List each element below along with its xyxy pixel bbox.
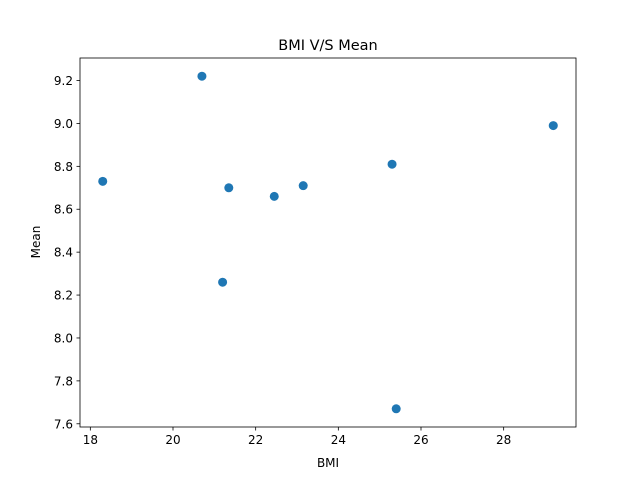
plot-area-border	[79, 57, 577, 428]
data-point	[391, 404, 401, 414]
x-tick-label: 18	[83, 433, 98, 447]
x-tick-label: 24	[331, 433, 346, 447]
x-tick-label: 28	[496, 433, 511, 447]
data-point	[387, 159, 397, 169]
y-tick-label: 8.4	[54, 246, 73, 260]
y-tick-label: 9.0	[54, 117, 73, 131]
x-tick-label: 26	[413, 433, 428, 447]
x-axis-label: BMI	[317, 456, 339, 470]
y-tick-label: 7.6	[54, 417, 73, 431]
y-tick-label: 8.0	[54, 331, 73, 345]
data-point	[269, 191, 279, 201]
y-tick-label: 8.2	[54, 289, 73, 303]
data-point	[218, 277, 228, 287]
x-tick-label: 22	[248, 433, 263, 447]
x-tick-label: 20	[165, 433, 180, 447]
y-tick-label: 9.2	[54, 74, 73, 88]
data-point	[224, 183, 234, 193]
y-tick-label: 8.8	[54, 160, 73, 174]
y-tick-label: 7.8	[54, 374, 73, 388]
data-point	[197, 71, 207, 81]
y-axis-ticks: 7.6 7.8 8.0 8.2 8.4 8.6 8.8 9.0 9.2	[54, 74, 80, 431]
data-points	[98, 71, 558, 414]
y-axis-label: Mean	[29, 226, 43, 259]
chart-title: BMI V/S Mean	[278, 38, 377, 54]
data-point	[548, 121, 558, 131]
y-tick-label: 8.6	[54, 203, 73, 217]
data-point	[298, 181, 308, 191]
axes-frame	[79, 57, 577, 428]
x-axis-ticks: 18 20 22 24 26 28	[83, 427, 511, 447]
data-point	[98, 176, 108, 186]
